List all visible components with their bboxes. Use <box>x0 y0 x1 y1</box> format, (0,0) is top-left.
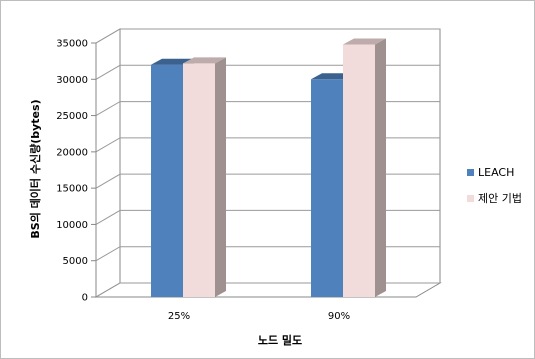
chart-walls <box>94 28 442 298</box>
bar-side <box>375 38 386 298</box>
x-tick-label: 25% <box>168 311 190 322</box>
bar-front <box>311 79 343 298</box>
legend-swatch <box>467 169 474 176</box>
y-tick-label: 0 <box>82 293 88 304</box>
y-tick-label: 25000 <box>56 111 88 122</box>
bar-side <box>215 57 226 297</box>
y-tick-label: 5000 <box>63 256 88 267</box>
side-wall <box>95 28 121 298</box>
bar-front <box>343 44 375 297</box>
bar-top <box>183 57 226 64</box>
y-tick-label: 10000 <box>56 220 88 231</box>
floor <box>94 282 442 298</box>
legend-swatch <box>467 195 474 202</box>
x-tick-label: 90% <box>328 311 350 322</box>
y-tick-label: 35000 <box>56 39 88 50</box>
bar-top <box>343 38 386 45</box>
bar-front <box>183 63 215 297</box>
y-tick-label: 30000 <box>56 75 88 86</box>
y-axis-ticks: 0 5000 10000 15000 20000 25000 30000 35000 <box>56 39 97 304</box>
bar-front <box>151 64 183 297</box>
x-axis-ticks: 25% 90% <box>168 311 350 322</box>
y-tick-label: 15000 <box>56 184 88 195</box>
legend-label: LEACH <box>478 166 514 179</box>
legend-label: 제안 기법 <box>478 192 522 205</box>
y-tick-label: 20000 <box>56 147 88 158</box>
bar <box>183 57 226 297</box>
bars <box>151 38 386 298</box>
gridline <box>95 28 440 44</box>
bar <box>343 38 386 298</box>
x-axis-title: 노드 밀도 <box>258 334 302 347</box>
y-axis-title: BS의 데이터 수신량(bytes) <box>28 99 42 238</box>
legend: LEACH 제안 기법 <box>467 166 522 205</box>
gridline <box>95 64 440 80</box>
